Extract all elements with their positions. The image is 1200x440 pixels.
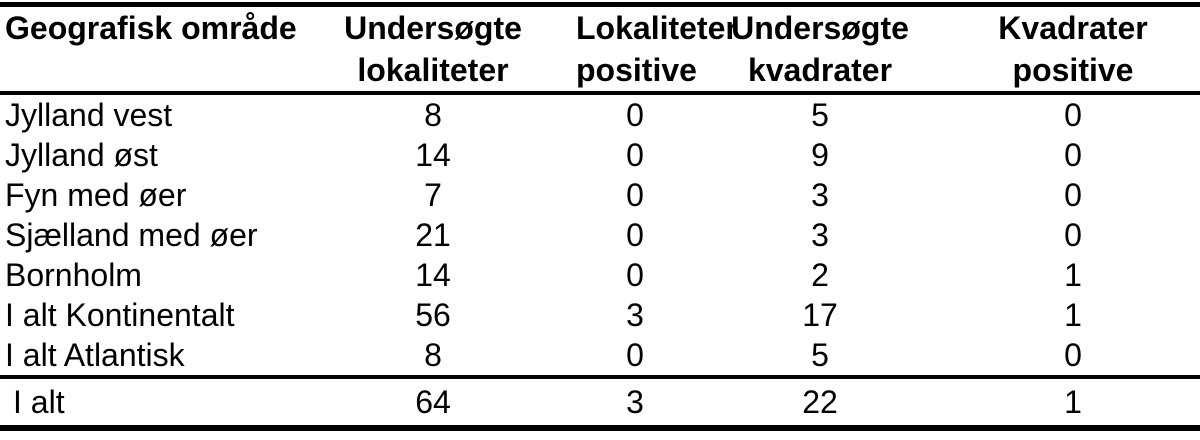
row-label: Bornholm (5, 257, 142, 293)
cell-lokaliteter-positive: 0 (626, 177, 644, 213)
cell-lokaliteter-positive: 0 (626, 137, 644, 173)
cell-undersogte-lokaliteter: 8 (424, 97, 442, 133)
row-label: Sjælland med øer (5, 217, 258, 253)
header-line-2: lokaliteter (357, 52, 509, 88)
header-line-1: Undersøgte (344, 10, 522, 46)
cell-kvadrater-positive: 1 (1064, 257, 1082, 293)
column-header-geografisk-omrade: Geografisk område (0, 2, 297, 95)
geographic-survey-table: Geografisk område Undersøgte lokaliteter… (0, 2, 1200, 431)
row-label: Jylland vest (5, 97, 173, 133)
table-row-sjaelland-med-oer: Sjælland med øer 21 0 3 0 (0, 215, 1200, 255)
table-row-i-alt-atlantisk: I alt Atlantisk 8 0 5 0 (0, 335, 1200, 377)
total-kvadrater-positive: 1 (946, 375, 1200, 431)
row-label: I alt Atlantisk (5, 337, 185, 373)
cell-kvadrater-positive: 0 (1064, 217, 1082, 253)
table-row-bornholm: Bornholm 14 0 2 1 (0, 255, 1200, 295)
total-undersogte-lokaliteter: 64 (290, 375, 576, 431)
header-row: Geografisk område Undersøgte lokaliteter… (0, 2, 1200, 95)
cell-undersogte-kvadrater: 2 (811, 257, 829, 293)
total-row-label: I alt (0, 375, 290, 431)
cell-undersogte-lokaliteter: 56 (415, 297, 451, 333)
column-header-lokaliteter-positive: Lokaliteter positive (576, 2, 738, 95)
header-line-2 (0, 49, 290, 91)
cell-lokaliteter-positive: 0 (626, 217, 644, 253)
cell-undersogte-kvadrater: 5 (811, 337, 829, 373)
cell-undersogte-kvadrater: 9 (811, 137, 829, 173)
cell-kvadrater-positive: 0 (1064, 177, 1082, 213)
cell-undersogte-kvadrater: 17 (802, 297, 838, 333)
cell-kvadrater-positive: 0 (1064, 97, 1082, 133)
row-label: Fyn med øer (5, 177, 187, 213)
cell-lokaliteter-positive: 0 (626, 337, 644, 373)
total-lokaliteter-positive: 3 (576, 375, 694, 431)
cell-undersogte-lokaliteter: 7 (424, 177, 442, 213)
header-line-1: Lokaliteter (576, 10, 738, 46)
table-row-jylland-ost: Jylland øst 14 0 9 0 (0, 135, 1200, 175)
cell-undersogte-lokaliteter: 21 (415, 217, 451, 253)
column-header-undersogte-lokaliteter: Undersøgte lokaliteter (290, 2, 576, 95)
total-row: I alt 64 3 22 1 (0, 375, 1200, 431)
header-line-1: Undersøgte (731, 10, 909, 46)
cell-lokaliteter-positive: 3 (626, 297, 644, 333)
cell-undersogte-kvadrater: 3 (811, 177, 829, 213)
cell-undersogte-lokaliteter: 14 (415, 257, 451, 293)
header-line-2: positive (1012, 52, 1134, 88)
header-line-1: Geografisk område (5, 10, 297, 46)
cell-lokaliteter-positive: 0 (626, 97, 644, 133)
header-line-2: positive (576, 52, 697, 88)
row-label: Jylland øst (5, 137, 158, 173)
header-line-2: kvadrater (747, 52, 893, 88)
cell-undersogte-lokaliteter: 14 (415, 137, 451, 173)
header-line-1: Kvadrater (998, 10, 1148, 46)
cell-kvadrater-positive: 0 (1064, 337, 1082, 373)
row-label: I alt Kontinentalt (5, 297, 235, 333)
cell-kvadrater-positive: 0 (1064, 137, 1082, 173)
cell-undersogte-lokaliteter: 8 (424, 337, 442, 373)
column-header-kvadrater-positive: Kvadrater positive (946, 2, 1200, 95)
table-row-jylland-vest: Jylland vest 8 0 5 0 (0, 93, 1200, 135)
cell-undersogte-kvadrater: 3 (811, 217, 829, 253)
column-header-undersogte-kvadrater: Undersøgte kvadrater (694, 2, 946, 95)
table-row-i-alt-kontinentalt: I alt Kontinentalt 56 3 17 1 (0, 295, 1200, 335)
cell-lokaliteter-positive: 0 (626, 257, 644, 293)
table-row-fyn-med-oer: Fyn med øer 7 0 3 0 (0, 175, 1200, 215)
total-undersogte-kvadrater: 22 (694, 375, 946, 431)
cell-kvadrater-positive: 1 (1064, 297, 1082, 333)
cell-undersogte-kvadrater: 5 (811, 97, 829, 133)
